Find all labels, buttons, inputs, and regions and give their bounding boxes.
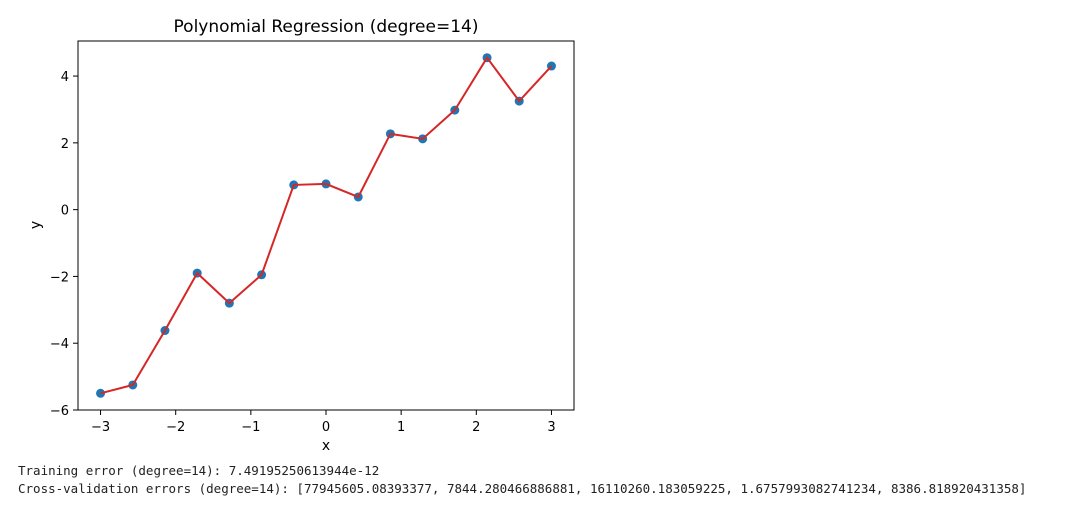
- plot-area: [77, 40, 575, 411]
- y-tick-label: −4: [50, 337, 69, 352]
- chart-title: Polynomial Regression (degree=14): [174, 17, 479, 37]
- x-tick-label: 0: [322, 420, 330, 435]
- chart: Polynomial Regression (degree=14) −3 −2 −1…: [28, 17, 575, 454]
- cv-errors-text: Cross-validation errors (degree=14): [77…: [18, 481, 1027, 496]
- x-tick-label: −1: [241, 420, 260, 435]
- y-axis-label: y: [28, 221, 44, 229]
- x-axis: −3 −2 −1 0 1 2 3: [91, 410, 556, 435]
- training-error-text: Training error (degree=14): 7.4919525061…: [18, 463, 380, 478]
- y-axis: −6 −4 −2 0 2 4: [50, 70, 78, 419]
- y-tick-label: −2: [50, 270, 69, 285]
- x-tick-label: 2: [472, 420, 480, 435]
- x-tick-label: 3: [547, 420, 555, 435]
- fit-line: [100, 55, 553, 395]
- x-tick-label: −3: [91, 420, 110, 435]
- y-tick-label: 4: [61, 70, 69, 85]
- y-tick-label: 2: [61, 137, 69, 152]
- x-tick-label: −2: [166, 420, 185, 435]
- y-tick-label: −6: [50, 404, 69, 419]
- x-tick-label: 1: [397, 420, 405, 435]
- y-tick-label: 0: [61, 204, 69, 219]
- x-axis-label: x: [322, 438, 330, 454]
